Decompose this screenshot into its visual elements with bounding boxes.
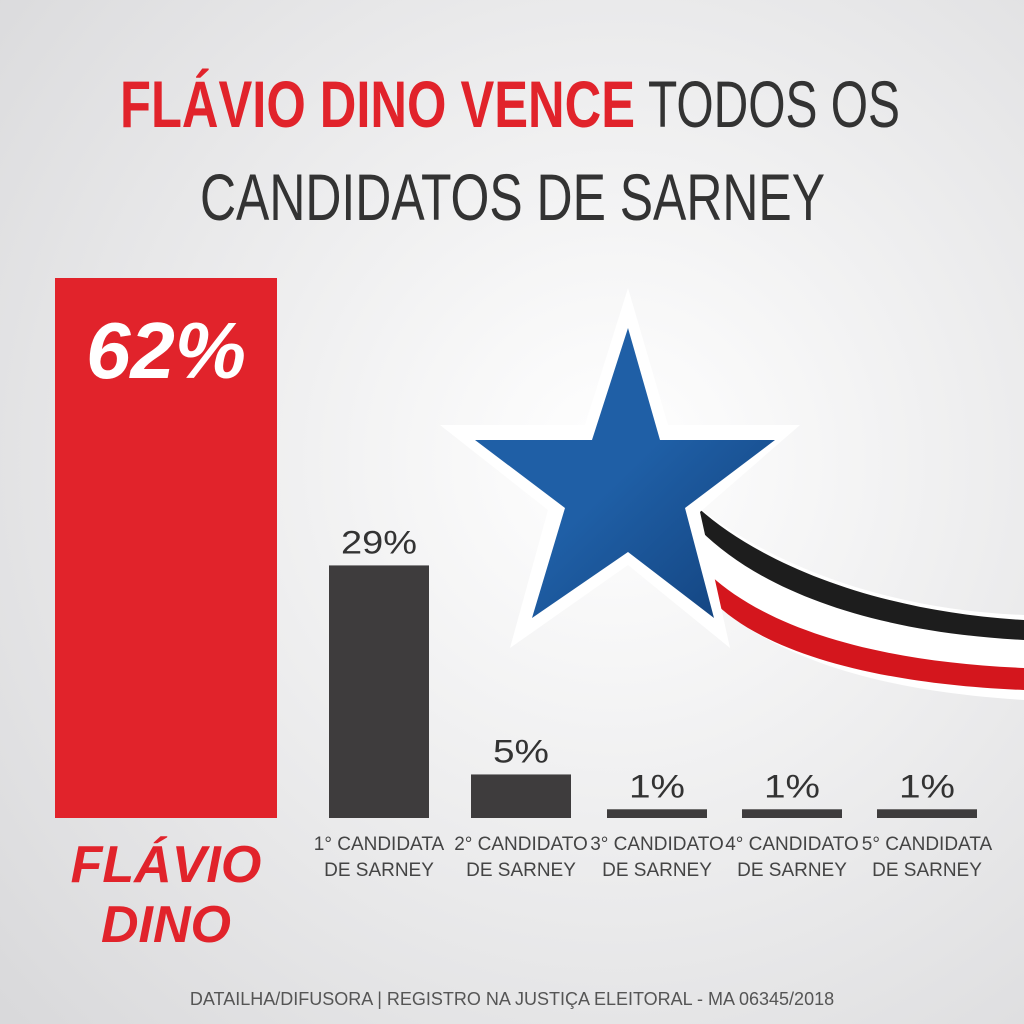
bar xyxy=(877,809,977,818)
bar xyxy=(742,809,842,818)
category-label: DE SARNEY xyxy=(602,860,712,881)
category-label: 2° CANDIDATO xyxy=(454,834,588,855)
category-label: DE SARNEY xyxy=(324,860,434,881)
title: TODOS OS xyxy=(648,67,900,141)
category-label: 1° CANDIDATA xyxy=(314,834,445,855)
value-label: 1% xyxy=(899,768,955,804)
bar xyxy=(329,565,429,818)
value-label: 1% xyxy=(629,768,685,804)
source-note: DATAILHA/DIFUSORA | REGISTRO NA JUSTIÇA … xyxy=(190,989,834,1009)
value-label: 5% xyxy=(493,733,549,769)
category-label: 4° CANDIDATO xyxy=(725,834,859,855)
category-label: DE SARNEY xyxy=(872,860,982,881)
value-label: 1% xyxy=(764,768,820,804)
value-label: 62% xyxy=(86,306,246,395)
category-label: DINO xyxy=(101,896,231,954)
value-label: 29% xyxy=(341,524,417,560)
category-label: DE SARNEY xyxy=(466,860,576,881)
category-label: FLÁVIO xyxy=(71,836,262,894)
category-label: 3° CANDIDATO xyxy=(590,834,724,855)
bar xyxy=(55,278,277,818)
bar xyxy=(607,809,707,818)
bar xyxy=(471,774,571,818)
title-highlight: FLÁVIO DINO VENCE xyxy=(120,67,635,141)
star-emblem xyxy=(440,288,1024,700)
title: CANDIDATOS DE SARNEY xyxy=(200,160,825,234)
category-label: 5° CANDIDATA xyxy=(862,834,993,855)
category-label: DE SARNEY xyxy=(737,860,847,881)
